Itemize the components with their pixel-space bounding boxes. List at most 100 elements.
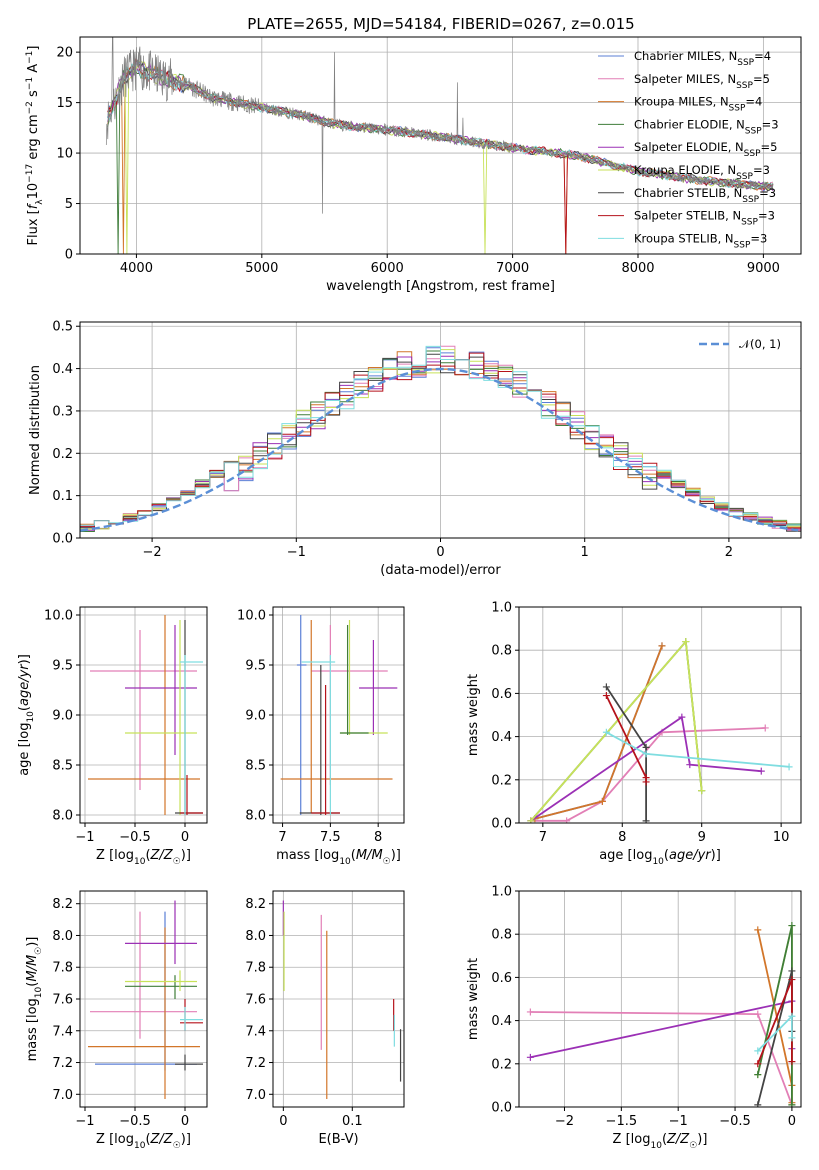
plot-area bbox=[80, 345, 801, 532]
x-axis-label: age [log10(age/yr)] bbox=[599, 848, 721, 867]
y-tick-label: 8.2 bbox=[245, 897, 266, 912]
x-tick-label: 0 bbox=[436, 545, 444, 560]
weight-point bbox=[788, 922, 796, 930]
y-tick-label: 1.0 bbox=[491, 885, 512, 900]
x-tick-label: 4000 bbox=[120, 261, 153, 276]
label-part: Salpeter MILES, N bbox=[634, 72, 736, 86]
y-tick-label: 8.2 bbox=[52, 897, 73, 912]
label-part: SSP bbox=[734, 240, 751, 250]
y-tick-label: 7.8 bbox=[245, 961, 266, 976]
label-part: Chabrier MILES, N bbox=[634, 49, 737, 63]
y-tick-label: 7.4 bbox=[245, 1024, 266, 1039]
y-axis-label: age [log10(age/yr)] bbox=[17, 654, 36, 776]
weight-line-salpeter-elodie bbox=[530, 715, 762, 822]
weight-point bbox=[754, 926, 762, 934]
grid bbox=[80, 607, 207, 823]
weight-point bbox=[788, 976, 796, 984]
weight-point bbox=[785, 763, 793, 771]
weight-point bbox=[658, 642, 666, 650]
label-part: s bbox=[26, 90, 41, 101]
label-part: SSP bbox=[737, 58, 754, 68]
x-tick-label: 8 bbox=[374, 830, 382, 845]
legend-entry: Kroupa ELODIE, NSSP=3 bbox=[634, 163, 770, 182]
y-axis-label: mass [log10(M/M☉)] bbox=[25, 937, 44, 1062]
label-part: ( bbox=[17, 706, 32, 711]
label-part: mass weight bbox=[466, 958, 481, 1040]
y-tick-label: 0 bbox=[65, 248, 73, 263]
weight-point bbox=[788, 1058, 796, 1066]
label-part: f bbox=[26, 202, 41, 209]
label-part: )] bbox=[181, 1132, 191, 1147]
label-part: 10 bbox=[26, 183, 41, 200]
histogram-chabrier-stelib bbox=[80, 353, 801, 532]
label-part: 10 bbox=[26, 711, 36, 723]
legend-entry: Salpeter ELODIE, NSSP=5 bbox=[634, 140, 777, 159]
x-tick-label: 8 bbox=[618, 830, 626, 845]
axes-frame bbox=[79, 321, 802, 539]
weight-point bbox=[678, 713, 686, 721]
y-tick-label: 5 bbox=[65, 197, 73, 212]
y-tick-label: 9.5 bbox=[52, 659, 73, 674]
y-tick-label: 0.8 bbox=[491, 644, 512, 659]
label-part: =5 bbox=[761, 140, 778, 154]
label-part: SSP bbox=[742, 195, 759, 205]
label-part: 10 bbox=[134, 1141, 146, 1151]
legend-entry: Chabrier MILES, NSSP=4 bbox=[634, 49, 771, 68]
legend-entry: Salpeter STELIB, NSSP=3 bbox=[634, 209, 775, 228]
x-tick-label: 10 bbox=[773, 830, 790, 845]
x-tick-label: −1 bbox=[287, 545, 306, 560]
x-tick-label: −0.5 bbox=[119, 1114, 151, 1129]
x-tick-label: 7 bbox=[278, 830, 286, 845]
model-line-salpeter-elodie bbox=[107, 61, 774, 191]
y-tick-label: 0.0 bbox=[491, 1101, 512, 1116]
label-part: )] bbox=[711, 848, 721, 863]
y-tick-label: 8.0 bbox=[245, 929, 266, 944]
weight-point bbox=[788, 1034, 796, 1042]
weight-point bbox=[754, 1010, 762, 1018]
label-part: SSP bbox=[745, 126, 762, 136]
x-tick-label: 0.1 bbox=[342, 1114, 363, 1129]
label-part: SSP bbox=[736, 81, 753, 91]
weight-point bbox=[642, 817, 650, 823]
plot-area bbox=[527, 638, 793, 823]
label-part: Z [log bbox=[613, 1132, 651, 1147]
weight-point bbox=[526, 1008, 534, 1016]
x-tick-label: −1 bbox=[669, 1114, 688, 1129]
weight-point bbox=[757, 767, 765, 775]
x-axis-label: (data-model)/error bbox=[380, 563, 501, 578]
x-axis-label: wavelength [Angstrom, rest frame] bbox=[326, 279, 555, 294]
label-part: ☉ bbox=[689, 1141, 697, 1151]
panel-age-vs-Z: −1 −0.5 08.08.59.09.510.0Z [log10(Z/Z☉)]ag… bbox=[17, 606, 208, 867]
weight-line-salpeter-miles bbox=[530, 727, 766, 822]
label-part: age [log bbox=[17, 723, 32, 776]
y-tick-label: 7.0 bbox=[52, 1088, 73, 1103]
panel-spectrum: 4000 5000 6000 7000 8000 9000 0 5 10 15 20 waveleng… bbox=[25, 36, 802, 294]
y-tick-label: 9.0 bbox=[52, 709, 73, 724]
label-part: SSP bbox=[741, 218, 758, 228]
y-axis-label: Flux [fλ10−17 erg cm−2 s−1 A−1] bbox=[25, 46, 45, 246]
weight-point bbox=[602, 683, 610, 691]
panel-weight-vs-Z: −2 −1.5 −1 −0.5 0 0.0 0.2 0.4 0.6 0.8 1.0 Z [log10(… bbox=[466, 885, 802, 1151]
weight-line-salpeter-miles bbox=[530, 1011, 793, 1106]
label-part: Normed distribution bbox=[28, 365, 43, 495]
weight-point bbox=[686, 761, 694, 769]
axes-frame bbox=[272, 890, 405, 1108]
panel-age-vs-mass: 7 7.5 8 8.0 8.5 9.0 9.5 10.0 mass [log10(M/M☉)] bbox=[237, 606, 405, 867]
label-part: M/M bbox=[356, 848, 383, 863]
weight-point bbox=[754, 1047, 762, 1055]
label-part: age/yr bbox=[669, 848, 712, 863]
weight-line-salpeter-elodie bbox=[530, 1000, 793, 1059]
label-part: Flux [ bbox=[26, 209, 41, 245]
weight-point bbox=[682, 638, 690, 646]
label-part: 10 bbox=[650, 1141, 662, 1151]
y-tick-label: 0.0 bbox=[52, 532, 73, 547]
weight-line-kroupa-miles bbox=[756, 929, 793, 1103]
weight-point bbox=[642, 778, 650, 786]
label-part: =5 bbox=[753, 72, 770, 86]
y-tick-label: 0.3 bbox=[52, 404, 73, 419]
label-part: (data-model)/error bbox=[380, 563, 501, 578]
x-tick-label: −1 bbox=[75, 1114, 94, 1129]
y-tick-label: 0.1 bbox=[52, 489, 73, 504]
y-tick-label: 0.2 bbox=[491, 773, 512, 788]
weight-point bbox=[642, 750, 650, 758]
